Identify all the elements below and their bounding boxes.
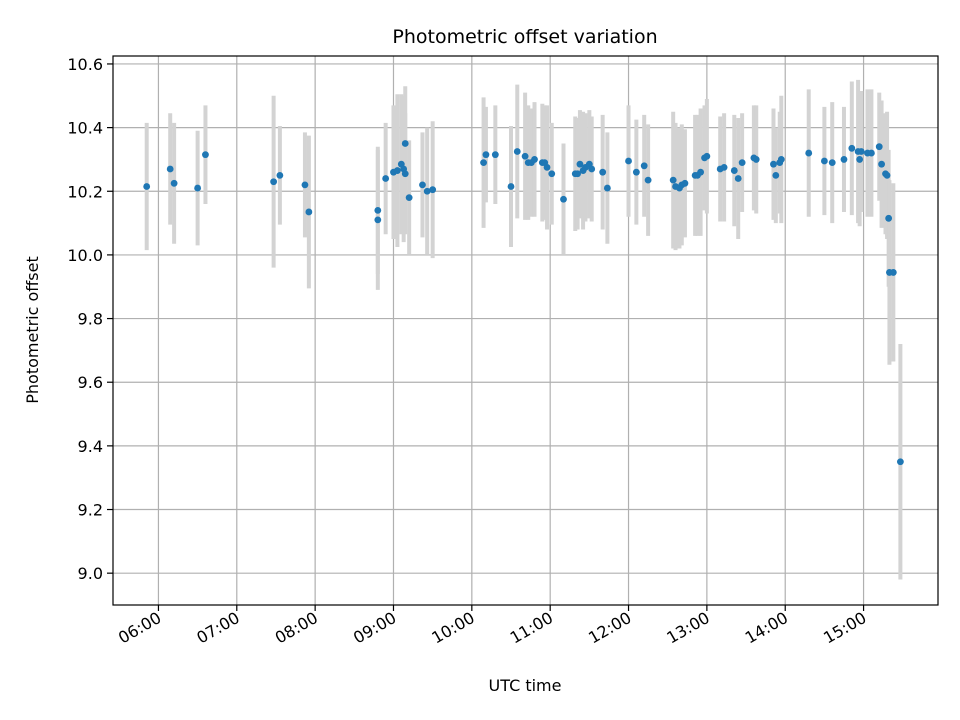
- y-tick-label: 10.0: [67, 246, 103, 265]
- data-point: [669, 176, 677, 184]
- data-point: [374, 206, 382, 214]
- data-point: [270, 178, 278, 186]
- data-point: [883, 171, 891, 179]
- data-point: [374, 216, 382, 224]
- plot-frame: [112, 55, 939, 606]
- y-tick-label: 10.6: [67, 55, 103, 74]
- data-point: [697, 168, 705, 176]
- data-point: [276, 171, 284, 179]
- y-tick-label: 9.6: [78, 373, 103, 392]
- y-tick-label: 10.4: [67, 119, 103, 138]
- data-point: [166, 165, 174, 173]
- data-point: [625, 157, 632, 165]
- data-point: [777, 156, 785, 163]
- data-point: [429, 186, 437, 194]
- data-point: [301, 181, 309, 189]
- data-point: [480, 159, 487, 167]
- data-point: [856, 156, 864, 163]
- data-point: [194, 184, 202, 192]
- chart-title: Photometric offset variation: [392, 26, 657, 48]
- data-point: [770, 160, 777, 168]
- data-point: [820, 157, 828, 165]
- data-point: [840, 156, 848, 163]
- data-point: [394, 167, 401, 174]
- data-point: [491, 151, 499, 159]
- y-axis-label: Photometric offset: [23, 256, 42, 404]
- data-point: [382, 175, 390, 182]
- data-point: [681, 179, 689, 187]
- y-tick-label: 9.0: [78, 564, 103, 583]
- data-point: [401, 170, 409, 178]
- y-axis-ticks: 9.0 9.2 9.4 9.6 9.8 10.0 10.2 10.4 10.6: [67, 55, 113, 583]
- data-point: [521, 152, 529, 160]
- data-point: [752, 156, 760, 163]
- data-point: [896, 458, 904, 466]
- data-point: [868, 149, 875, 157]
- data-point: [738, 159, 746, 167]
- data-point: [599, 168, 607, 176]
- x-axis-label: UTC time: [489, 676, 562, 695]
- data-point: [848, 144, 856, 152]
- y-tick-label: 10.2: [67, 182, 103, 201]
- data-point: [170, 179, 178, 187]
- data-point: [531, 156, 538, 163]
- data-point: [703, 152, 711, 160]
- data-point: [720, 163, 728, 171]
- data-point: [202, 151, 209, 159]
- y-tick-label: 9.4: [78, 437, 103, 456]
- data-point: [805, 149, 813, 157]
- data-point: [305, 208, 313, 216]
- data-point: [405, 194, 413, 202]
- data-point: [548, 170, 556, 178]
- data-point: [875, 143, 883, 151]
- data-point: [560, 195, 567, 203]
- y-tick-label: 9.2: [78, 501, 103, 520]
- data-point: [423, 187, 431, 195]
- data-point: [772, 171, 780, 179]
- data-point: [143, 183, 151, 190]
- data-point: [644, 176, 652, 184]
- data-points: [143, 140, 904, 466]
- data-point: [603, 184, 611, 192]
- data-point: [878, 160, 885, 168]
- data-point: [576, 160, 584, 168]
- data-point: [885, 214, 893, 222]
- data-point: [419, 181, 426, 189]
- data-point: [543, 163, 551, 171]
- data-point: [588, 165, 596, 173]
- data-point: [889, 269, 897, 276]
- y-tick-label: 9.8: [78, 310, 103, 329]
- data-point: [640, 162, 648, 170]
- data-point: [730, 167, 738, 174]
- data-point: [574, 170, 582, 178]
- data-point: [401, 140, 409, 147]
- data-point: [828, 159, 836, 167]
- data-point: [513, 148, 521, 155]
- data-point: [482, 151, 490, 159]
- data-point: [507, 183, 515, 190]
- data-point: [857, 148, 865, 155]
- data-point: [632, 168, 640, 176]
- data-point: [734, 175, 742, 182]
